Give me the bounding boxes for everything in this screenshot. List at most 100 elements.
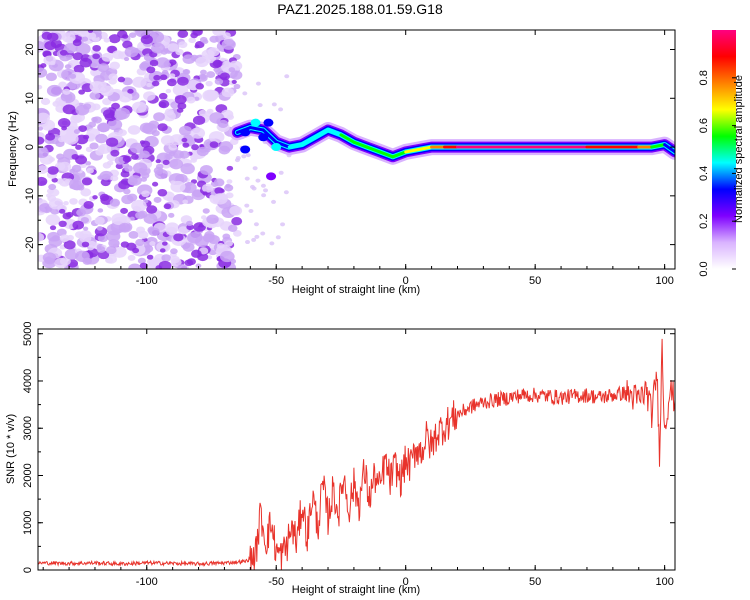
noise-blob (193, 222, 206, 232)
noise-blob (195, 56, 209, 68)
colorbar-tick-label: 0.4 (698, 166, 710, 181)
noise-blob (180, 163, 195, 175)
noise-blob (102, 109, 115, 119)
noise-blob (127, 177, 138, 186)
noise-blob (151, 80, 160, 87)
noise-blob (165, 88, 172, 94)
ridge-core-segment (378, 150, 395, 159)
noise-blob (214, 78, 224, 85)
noise-blob (73, 129, 81, 134)
noise-blob (111, 213, 127, 226)
noise-blob (118, 129, 127, 137)
ridge-core-segment (391, 150, 408, 159)
noise-blob (129, 142, 144, 154)
noise-blob (219, 72, 230, 81)
noise-blob (45, 72, 58, 82)
noise-blob (140, 34, 153, 45)
noise-blob (278, 170, 284, 175)
noise-blob (249, 184, 255, 189)
noise-blob (177, 264, 188, 269)
noise-blob (48, 157, 55, 163)
noise-blob (200, 69, 207, 75)
noise-blob (81, 241, 90, 248)
noise-blob (58, 161, 72, 172)
noise-blob (132, 247, 140, 254)
noise-blob (176, 107, 184, 113)
noise-blob (81, 36, 89, 42)
spectrogram-xlabel: Height of straight line (km) (292, 284, 420, 296)
noise-blob (117, 76, 126, 83)
noise-blob (177, 30, 189, 38)
noise-blob (158, 260, 172, 269)
noise-blob (86, 167, 94, 174)
colorbar-tick-label: 0.6 (698, 118, 710, 133)
noise-blob (228, 67, 236, 73)
noise-blob (38, 232, 45, 242)
noise-blob (241, 154, 247, 159)
x-tick-label: -50 (268, 576, 284, 588)
noise-blob (92, 44, 101, 52)
noise-blob (161, 254, 172, 262)
noise-blob (195, 82, 204, 90)
noise-blob (201, 183, 214, 193)
noise-blob (186, 220, 193, 226)
noise-blob (275, 235, 281, 240)
noise-blob (187, 231, 203, 244)
noise-blob (122, 155, 132, 163)
noise-blob (112, 50, 124, 60)
noise-blob (103, 37, 111, 43)
noise-blob (222, 32, 231, 39)
noise-blob (118, 222, 131, 232)
noise-blob (96, 226, 103, 231)
noise-blob (97, 122, 110, 133)
noise-blob (61, 126, 67, 131)
noise-blob (140, 140, 151, 148)
noise-blob (63, 201, 69, 206)
noise-blob (157, 123, 168, 132)
noise-blob (57, 118, 71, 128)
noise-blob (137, 257, 146, 264)
noise-blob (135, 238, 145, 247)
noise-blob (139, 64, 148, 71)
noise-blob (127, 88, 134, 94)
noise-blob (75, 42, 91, 55)
snr-plot-area (38, 329, 675, 570)
noise-blob (91, 103, 101, 111)
noise-blob (167, 43, 179, 52)
ridge-core-segment (274, 140, 291, 149)
noise-blob (212, 59, 223, 68)
noise-blob (135, 207, 142, 212)
noise-blob (41, 31, 53, 40)
noise-blob (158, 101, 167, 108)
noise-blob (105, 137, 119, 147)
noise-blob (206, 108, 214, 115)
noise-blob (62, 212, 72, 220)
noise-blob (141, 190, 150, 198)
noise-blob (226, 165, 234, 171)
noise-blob (186, 181, 193, 187)
noise-blob (182, 54, 196, 65)
noise-blob (89, 142, 99, 150)
noise-blob (230, 70, 243, 80)
noise-blob (191, 249, 202, 258)
ridge-core-segment (650, 143, 667, 149)
noise-blob (95, 133, 108, 144)
noise-blob (107, 119, 123, 131)
noise-blob (142, 123, 158, 135)
noise-blob (271, 199, 277, 204)
noise-blob (209, 141, 219, 148)
noise-blob (141, 172, 150, 179)
noise-blob (153, 112, 165, 122)
noise-blob (95, 148, 105, 156)
noise-blob (38, 112, 50, 124)
noise-blob (56, 228, 67, 237)
noise-blob (178, 226, 189, 235)
y-tick-label: 0 (24, 144, 36, 150)
noise-blob (255, 81, 261, 86)
noise-blob (58, 220, 67, 228)
noise-blob (202, 233, 215, 243)
ridge-blob (250, 118, 261, 127)
